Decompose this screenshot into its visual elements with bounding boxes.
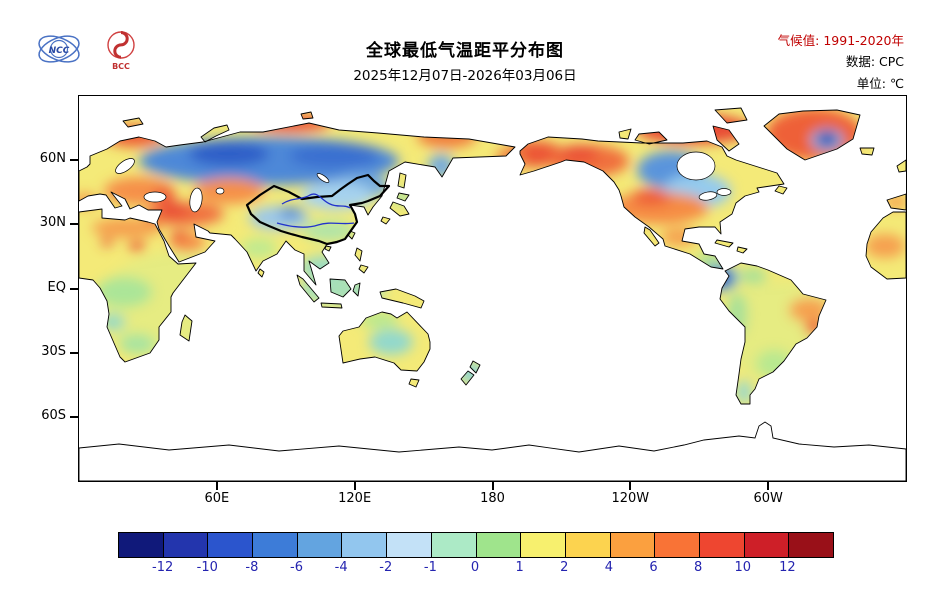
colorbar-segment <box>163 533 209 557</box>
lon-tick-label: 60W <box>753 491 783 506</box>
colorbar-segment <box>565 533 611 557</box>
meta-line: 气候值: 1991-2020年 <box>777 33 904 48</box>
colorbar-tick-label: -2 <box>379 560 393 575</box>
inland-seas <box>115 151 732 213</box>
lon-tick <box>629 482 632 490</box>
colorbar-tick-label: -6 <box>290 560 303 575</box>
lon-tick-label: 120W <box>611 491 650 506</box>
lon-tick <box>215 482 218 490</box>
colorbar-tick-label: 0 <box>470 560 480 575</box>
colorbar-segment <box>789 533 833 557</box>
china-border <box>245 173 391 246</box>
lon-tick <box>767 482 770 490</box>
lat-tick-label: EQ <box>47 279 66 295</box>
lat-tick <box>70 415 78 418</box>
colorbar-segment <box>297 533 343 557</box>
colorbar-tick-label: 1 <box>515 560 524 575</box>
colorbar <box>118 532 834 558</box>
lat-tick-label: 30N <box>39 215 66 231</box>
lon-tick <box>491 482 494 490</box>
colorbar-segment <box>655 533 700 557</box>
colorbar-segment <box>387 533 432 557</box>
colorbar-segment <box>119 533 164 557</box>
page-subtitle: 2025年12月07日-2026年03月06日 <box>353 68 577 84</box>
bcc-logo: BCC <box>107 31 135 71</box>
colorbar-tick-label: 6 <box>649 560 658 575</box>
lat-tick-label: 60S <box>41 407 66 423</box>
colorbar-segment <box>342 533 388 557</box>
lon-tick <box>353 482 356 490</box>
colorbar-tick-label: -12 <box>152 560 174 575</box>
bcc-logo-text: BCC <box>112 62 130 71</box>
lon-tick-label: 60E <box>204 491 230 506</box>
colorbar-segment <box>744 533 790 557</box>
map-frame: 60N 30N EQ 30S 60S 60E 120E 180 120W 60W <box>40 95 907 506</box>
colorbar-segment <box>431 533 477 557</box>
world-map-svg <box>79 96 906 481</box>
lat-tick <box>70 287 78 290</box>
colorbar-tick-label: 8 <box>693 560 703 575</box>
lon-tick-label: 120E <box>338 491 372 506</box>
colorbar-tick-label: 12 <box>779 560 796 575</box>
colorbar-tick-label: -10 <box>196 560 218 575</box>
lat-tick-label: 30S <box>41 343 66 359</box>
lat-tick-label: 60N <box>39 151 66 167</box>
china-rivers <box>276 193 355 228</box>
colorbar-tick-label: 2 <box>560 560 569 575</box>
page-title: 全球最低气温距平分布图 <box>366 41 564 61</box>
lat-tick <box>70 159 78 162</box>
colorbar-tick-label: 10 <box>734 560 752 575</box>
colorbar-segment <box>253 533 298 557</box>
colorbar-tick-label: -1 <box>423 560 437 575</box>
colorbar-segment <box>610 533 656 557</box>
ncc-logo: NCC <box>38 35 80 63</box>
lat-tick <box>70 351 78 354</box>
lat-tick <box>70 223 78 226</box>
colorbar-labels: -12 -10 -8 -6 -4 -2 -1 0 1 2 4 6 8 10 12 <box>118 560 832 578</box>
colorbar-tick-label: -8 <box>245 560 259 575</box>
meta-line: 单位: ℃ <box>856 75 904 91</box>
colorbar-segment <box>521 533 566 557</box>
antarctica <box>79 421 906 481</box>
colorbar-segment <box>476 533 522 557</box>
colorbar-segment <box>699 533 745 557</box>
meta-line: 数据: CPC <box>845 54 904 70</box>
colorbar-tick-label: 4 <box>604 560 614 575</box>
ncc-logo-text: NCC <box>49 46 70 56</box>
lon-tick-label: 180 <box>480 491 505 506</box>
colorbar-tick-label: -4 <box>334 560 348 575</box>
colorbar-segment <box>208 533 254 557</box>
meta-block: 气候值: 1991-2020年数据: CPC 单位: ℃ <box>778 30 904 94</box>
header-logos: NCC BCC <box>36 26 144 72</box>
